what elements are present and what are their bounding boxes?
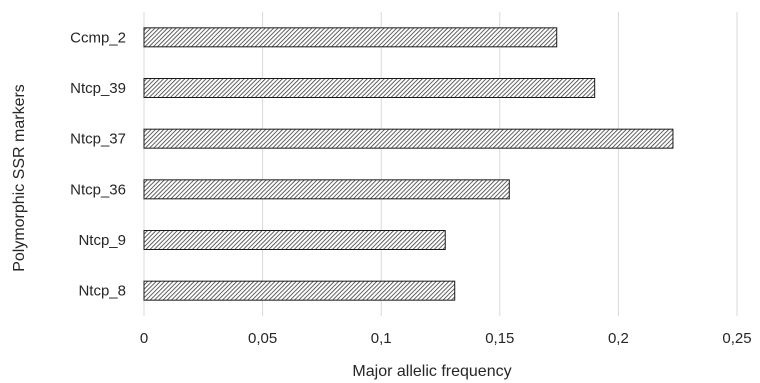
bar-ccmp-2 [143, 27, 558, 48]
y-axis-title: Polymorphic SSR markers [11, 84, 28, 272]
x-tick-label: 0,2 [608, 330, 629, 347]
gridlines [143, 12, 738, 316]
bar-ntcp-9 [143, 230, 446, 250]
x-axis-title: Major allelic frequency [352, 363, 511, 380]
bar-ntcp-39 [143, 78, 596, 98]
category-label: Ntcp_39 [70, 80, 126, 97]
x-tick-label: 0,05 [248, 330, 277, 347]
x-tick-label: 0,1 [371, 330, 392, 347]
bars [143, 27, 674, 301]
x-tick-label: 0 [140, 330, 148, 347]
category-labels: Ccmp_2 Ntcp_39 Ntcp_37 Ntcp_36 Ntcp_9 Ntcp_8 [70, 29, 126, 299]
category-label: Ntcp_9 [78, 232, 126, 249]
category-label: Ntcp_36 [70, 181, 126, 198]
bar-ntcp-36 [143, 179, 510, 200]
bar-ntcp-8 [143, 280, 456, 301]
x-tick-label: 0,25 [722, 330, 751, 347]
x-tick-label: 0,15 [485, 330, 514, 347]
category-label: Ntcp_37 [70, 131, 126, 148]
category-label: Ntcp_8 [78, 283, 126, 300]
bar-ntcp-37 [143, 128, 674, 149]
category-label: Ccmp_2 [70, 29, 126, 46]
x-tick-labels: 0 0,05 0,1 0,15 0,2 0,25 [140, 330, 752, 347]
